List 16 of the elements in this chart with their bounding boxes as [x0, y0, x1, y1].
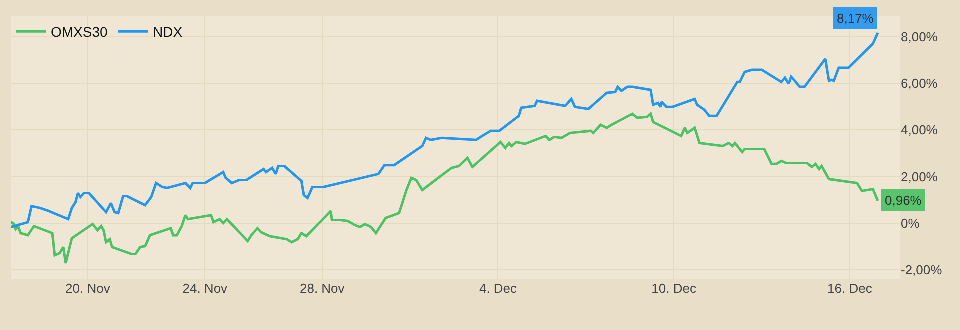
x-tick-label: 28. Nov: [300, 281, 346, 296]
annotation: 8,17%: [837, 11, 874, 26]
x-tick-label: 24. Nov: [182, 281, 228, 296]
y-tick-label: 8,00%: [901, 30, 938, 45]
y-tick-label: -2,00%: [901, 262, 943, 278]
legend-label: OMXS30: [51, 24, 108, 40]
y-tick-label: 6,00%: [901, 76, 938, 92]
legend-label: NDX: [153, 24, 184, 40]
annotation: 0,96%: [885, 193, 922, 208]
y-tick-label: 0%: [901, 216, 920, 231]
y-tick-label: 4,00%: [901, 122, 938, 138]
x-tick-label: 20. Nov: [66, 281, 111, 296]
x-tick-label: 16. Dec: [828, 281, 873, 296]
y-tick-label: 2,00%: [901, 169, 938, 184]
x-tick-label: 10. Dec: [652, 281, 697, 296]
x-tick-label: 4. Dec: [479, 281, 518, 296]
